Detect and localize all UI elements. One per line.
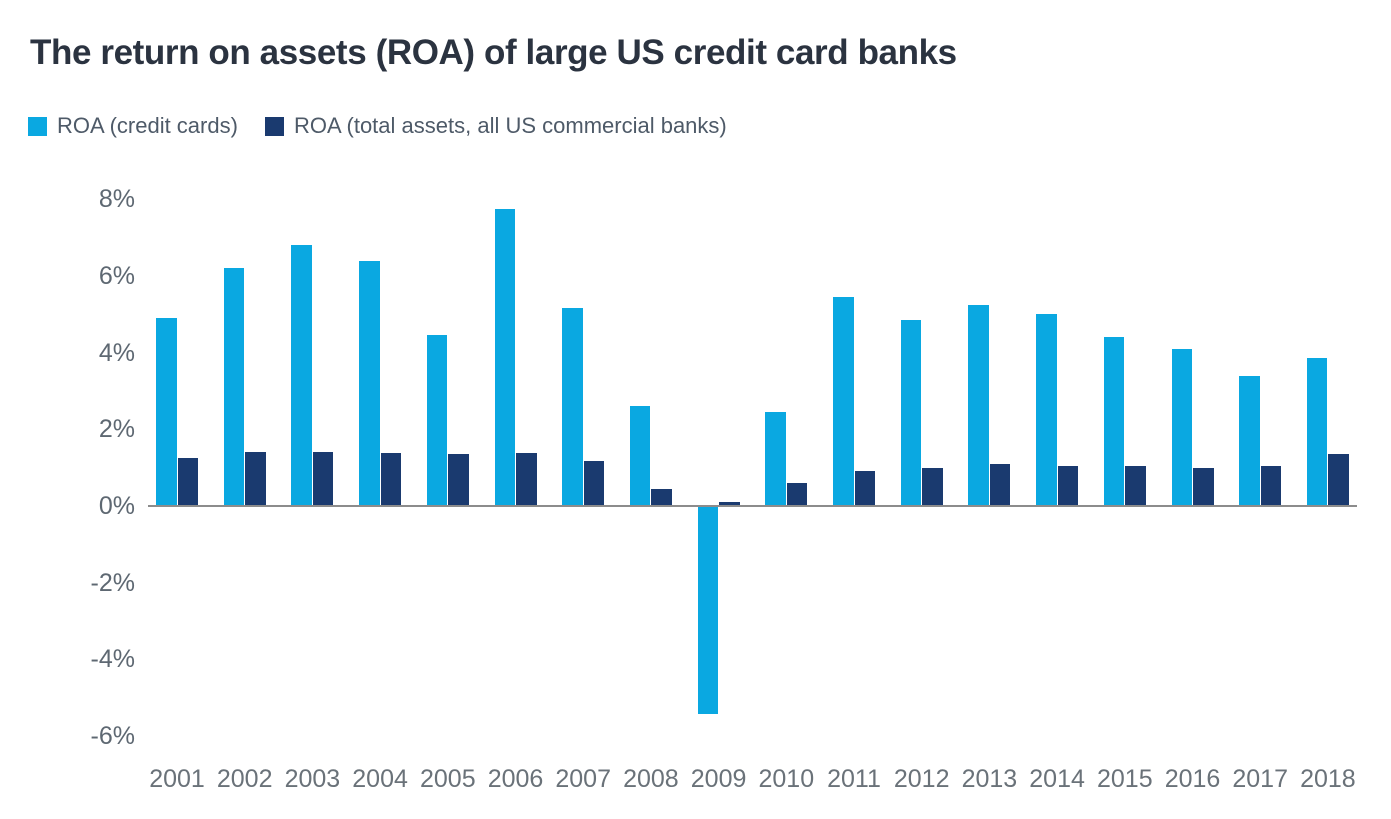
bar-total-assets-2012 (922, 467, 943, 506)
bar-credit-cards-2007 (562, 308, 583, 506)
bar-total-assets-2005 (448, 454, 469, 506)
x-axis-label-2015: 2015 (1096, 765, 1153, 793)
bar-credit-cards-2008 (629, 406, 651, 506)
y-axis-tick-8pct: 8% (98, 185, 135, 214)
x-axis-label-2017: 2017 (1232, 765, 1288, 793)
bar-total-assets-2014 (1057, 466, 1079, 506)
bar-total-assets-2001 (177, 458, 198, 506)
x-axis-label-2006: 2006 (487, 765, 544, 793)
x-axis-label-2011: 2011 (827, 765, 881, 793)
bar-total-assets-2007 (583, 461, 605, 506)
x-axis-label-2002: 2002 (216, 765, 273, 793)
bar-total-assets-2006 (516, 453, 537, 506)
x-axis-baseline (148, 505, 1357, 507)
bar-total-assets-2011 (854, 471, 875, 506)
bar-credit-cards-2010 (765, 412, 786, 506)
x-axis-label-2016: 2016 (1164, 765, 1221, 793)
x-axis-label-2014: 2014 (1029, 765, 1085, 793)
bar-credit-cards-2017 (1239, 375, 1260, 506)
legend-label-total-assets: ROA (total assets, all US commercial ban… (293, 113, 727, 138)
bar-credit-cards-2013 (968, 304, 989, 506)
y-axis-tick-4pct: 4% (98, 338, 135, 367)
bar-credit-cards-2011 (833, 296, 854, 506)
y-axis-tick-2pct: 2% (98, 415, 135, 444)
bar-credit-cards-2018 (1306, 358, 1328, 506)
x-axis-label-2004: 2004 (352, 765, 408, 793)
legend-label-credit-cards: ROA (credit cards) (57, 113, 238, 138)
y-axis-tick--4pct: -4% (90, 645, 135, 674)
bar-total-assets-2004 (380, 453, 402, 506)
x-axis-label-2012: 2012 (893, 765, 950, 793)
bar-credit-cards-2014 (1036, 314, 1057, 506)
bar-total-assets-2002 (245, 452, 266, 506)
legend-item-total-assets: ROA (total assets, all US commercial ban… (264, 113, 727, 139)
legend-swatch-credit-cards-icon (28, 116, 47, 136)
bar-credit-cards-2004 (359, 260, 380, 506)
x-axis-label-2003: 2003 (284, 765, 341, 793)
legend: ROA (credit cards) ROA (total assets, al… (28, 113, 727, 139)
x-axis-label-2007: 2007 (555, 765, 611, 793)
x-axis-label-2008: 2008 (623, 765, 679, 793)
bar-total-assets-2010 (786, 482, 808, 506)
y-axis-tick-6pct: 6% (98, 261, 135, 290)
x-axis-label-2013: 2013 (961, 765, 1018, 793)
chart-title: The return on assets (ROA) of large US c… (30, 33, 957, 72)
x-axis-label-2010: 2010 (758, 765, 815, 793)
bar-credit-cards-2012 (900, 320, 922, 506)
bar-total-assets-2013 (989, 463, 1011, 506)
x-axis-label-2005: 2005 (419, 765, 476, 793)
bar-total-assets-2003 (312, 452, 334, 506)
bar-credit-cards-2003 (291, 245, 312, 506)
x-axis-label-2009: 2009 (690, 765, 747, 793)
bar-credit-cards-2001 (156, 318, 177, 506)
bar-credit-cards-2005 (426, 335, 448, 506)
y-axis-tick--2pct: -2% (90, 568, 135, 597)
bar-credit-cards-2006 (494, 208, 515, 506)
y-axis-tick-0pct: 0% (98, 492, 135, 520)
bar-total-assets-2018 (1328, 454, 1349, 506)
y-axis-tick--6pct: -6% (90, 722, 135, 751)
x-axis-label-2018: 2018 (1300, 765, 1356, 793)
x-axis-label-2001: 2001 (149, 765, 205, 793)
bar-total-assets-2015 (1125, 466, 1146, 506)
bar-credit-cards-2002 (223, 268, 245, 506)
bar-total-assets-2008 (651, 488, 672, 506)
bar-credit-cards-2015 (1103, 337, 1125, 506)
legend-item-credit-cards: ROA (credit cards) (28, 113, 238, 139)
bar-total-assets-2009 (719, 502, 740, 506)
bar-credit-cards-2016 (1171, 348, 1192, 506)
legend-swatch-total-assets-icon (264, 116, 284, 136)
bar-total-assets-2016 (1193, 467, 1214, 506)
bar-total-assets-2017 (1260, 466, 1282, 506)
bar-credit-cards-2009 (697, 507, 719, 715)
